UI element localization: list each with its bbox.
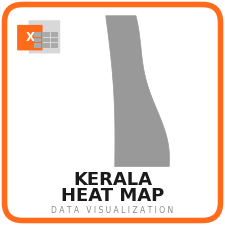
Text: D A T A   V I S U A L I Z A T I O N: D A T A V I S U A L I Z A T I O N	[51, 206, 174, 215]
Bar	[51, 32, 58, 37]
FancyBboxPatch shape	[4, 4, 220, 220]
Text: HEAT MAP: HEAT MAP	[61, 187, 164, 205]
Bar	[34, 38, 41, 42]
Bar	[42, 43, 50, 48]
Text: X: X	[25, 31, 34, 44]
Text: KERALA: KERALA	[73, 171, 152, 189]
Bar	[34, 43, 41, 48]
Bar	[51, 43, 58, 48]
FancyBboxPatch shape	[29, 20, 60, 54]
Bar	[42, 32, 50, 37]
FancyBboxPatch shape	[17, 25, 43, 50]
Bar	[51, 38, 58, 42]
Polygon shape	[106, 16, 169, 166]
Bar	[42, 38, 50, 42]
Bar	[34, 32, 41, 37]
